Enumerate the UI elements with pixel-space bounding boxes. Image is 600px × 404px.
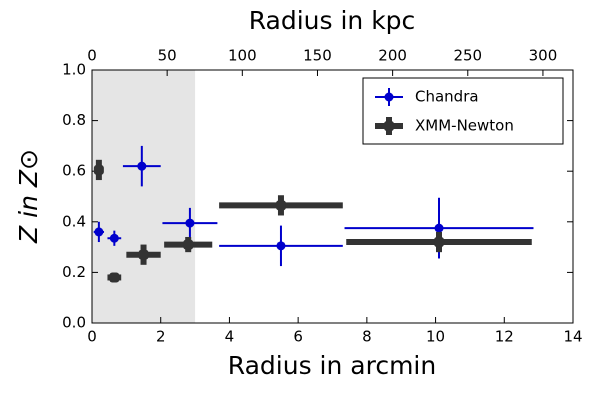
x2-tick-label: 50 <box>158 47 177 65</box>
y-tick-label: 1.0 <box>62 61 86 79</box>
marker <box>109 272 120 283</box>
x-tick-label: 12 <box>495 328 514 346</box>
marker <box>94 227 104 237</box>
marker <box>183 239 194 250</box>
marker <box>109 233 119 243</box>
legend-marker <box>384 121 394 131</box>
marker <box>434 223 444 233</box>
x2-tick-label: 300 <box>529 47 558 65</box>
legend: Chandra XMM-Newton <box>362 77 564 145</box>
x-tick-label: 8 <box>362 328 372 346</box>
x2-tick-label: 200 <box>378 47 407 65</box>
marker <box>276 241 286 251</box>
y-tick-label: 0.6 <box>62 162 86 180</box>
x2-tick-label: 100 <box>228 47 257 65</box>
marker <box>93 164 104 175</box>
marker <box>185 218 195 228</box>
x-axis-label: Radius in arcmin <box>228 351 436 380</box>
marker <box>138 249 149 260</box>
x-tick-label: 10 <box>426 328 445 346</box>
top-axis-label: Radius in kpc <box>249 6 416 35</box>
plot-frame <box>91 69 574 324</box>
x-tick-label: 14 <box>563 328 582 346</box>
y-tick-label: 0.0 <box>62 314 86 332</box>
legend-label: Chandra <box>415 88 479 106</box>
legend-box <box>362 77 564 145</box>
x-tick-label: 6 <box>293 328 303 346</box>
x-tick-label: 4 <box>225 328 235 346</box>
y-tick-label: 0.8 <box>62 111 86 129</box>
legend-marker <box>384 92 394 102</box>
y-tick-label: 0.2 <box>62 263 86 281</box>
y-tick-label: 0.4 <box>62 212 86 230</box>
x2-tick-label: 0 <box>87 47 97 65</box>
x2-tick-label: 150 <box>303 47 332 65</box>
x-tick-label: 0 <box>87 328 97 346</box>
x-tick-label: 2 <box>156 328 166 346</box>
legend-label: XMM-Newton <box>415 117 514 135</box>
marker <box>137 161 147 171</box>
marker <box>434 237 445 248</box>
shaded-region <box>92 70 196 323</box>
x2-tick-label: 250 <box>453 47 482 65</box>
marker <box>275 200 286 211</box>
y-axis-label: Z in Z⊙ <box>14 149 43 244</box>
